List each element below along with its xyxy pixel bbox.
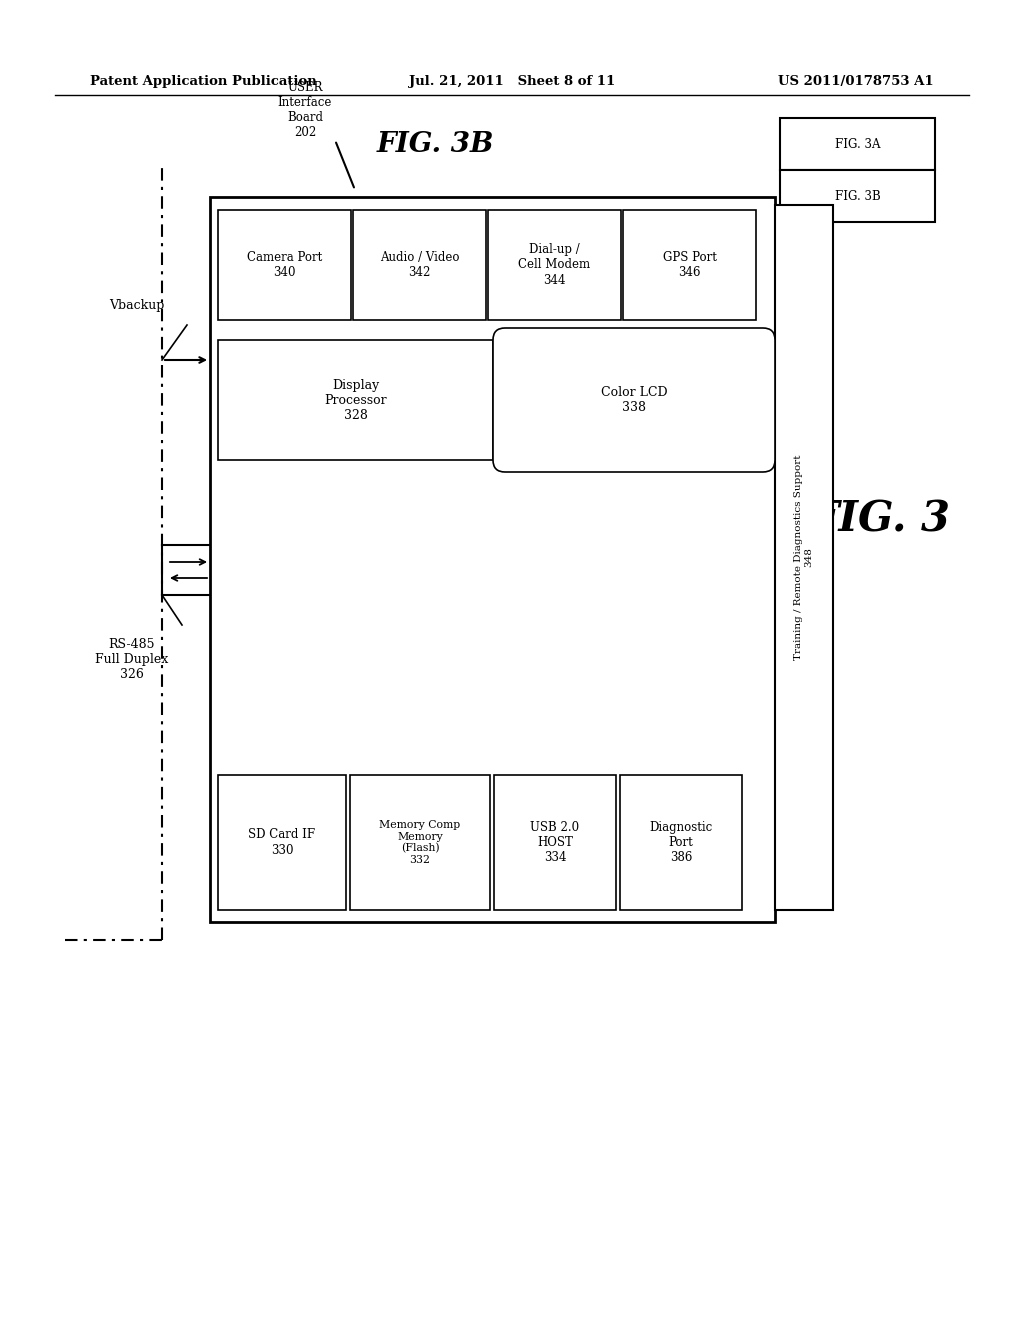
Text: Vbackup: Vbackup [110, 298, 165, 312]
FancyBboxPatch shape [353, 210, 486, 319]
Text: USER
Interface
Board
202: USER Interface Board 202 [278, 81, 332, 139]
Text: GPS Port
346: GPS Port 346 [663, 251, 717, 279]
Text: RS-485
Full Duplex
326: RS-485 Full Duplex 326 [95, 639, 169, 681]
FancyBboxPatch shape [488, 210, 621, 319]
FancyBboxPatch shape [210, 197, 775, 921]
FancyBboxPatch shape [494, 775, 616, 909]
Text: FIG. 3B: FIG. 3B [835, 190, 881, 202]
Text: FIG. 3A: FIG. 3A [835, 137, 881, 150]
Text: Color LCD
338: Color LCD 338 [601, 385, 668, 414]
FancyBboxPatch shape [623, 210, 756, 319]
FancyBboxPatch shape [218, 341, 493, 459]
Text: Audio / Video
342: Audio / Video 342 [380, 251, 459, 279]
Text: Patent Application Publication: Patent Application Publication [90, 75, 316, 88]
FancyBboxPatch shape [218, 210, 351, 319]
Text: Diagnostic
Port
386: Diagnostic Port 386 [649, 821, 713, 865]
Text: Dial-up /
Cell Modem
344: Dial-up / Cell Modem 344 [518, 243, 591, 286]
FancyBboxPatch shape [350, 775, 490, 909]
Text: US 2011/0178753 A1: US 2011/0178753 A1 [778, 75, 934, 88]
Text: Display
Processor
328: Display Processor 328 [325, 379, 387, 421]
Text: Camera Port
340: Camera Port 340 [247, 251, 323, 279]
Text: SD Card IF
330: SD Card IF 330 [249, 829, 315, 857]
FancyBboxPatch shape [620, 775, 742, 909]
Text: FIG. 3: FIG. 3 [810, 499, 950, 541]
Text: Training / Remote Diagnostics Support
348: Training / Remote Diagnostics Support 34… [795, 455, 814, 660]
FancyBboxPatch shape [775, 205, 833, 909]
Text: FIG. 3B: FIG. 3B [376, 132, 494, 158]
FancyBboxPatch shape [780, 170, 935, 222]
FancyBboxPatch shape [218, 775, 346, 909]
FancyBboxPatch shape [780, 117, 935, 170]
Text: USB 2.0
HOST
334: USB 2.0 HOST 334 [530, 821, 580, 865]
FancyBboxPatch shape [493, 327, 775, 473]
Text: Memory Comp
Memory
(Flash)
332: Memory Comp Memory (Flash) 332 [379, 820, 461, 865]
Text: Jul. 21, 2011   Sheet 8 of 11: Jul. 21, 2011 Sheet 8 of 11 [409, 75, 615, 88]
